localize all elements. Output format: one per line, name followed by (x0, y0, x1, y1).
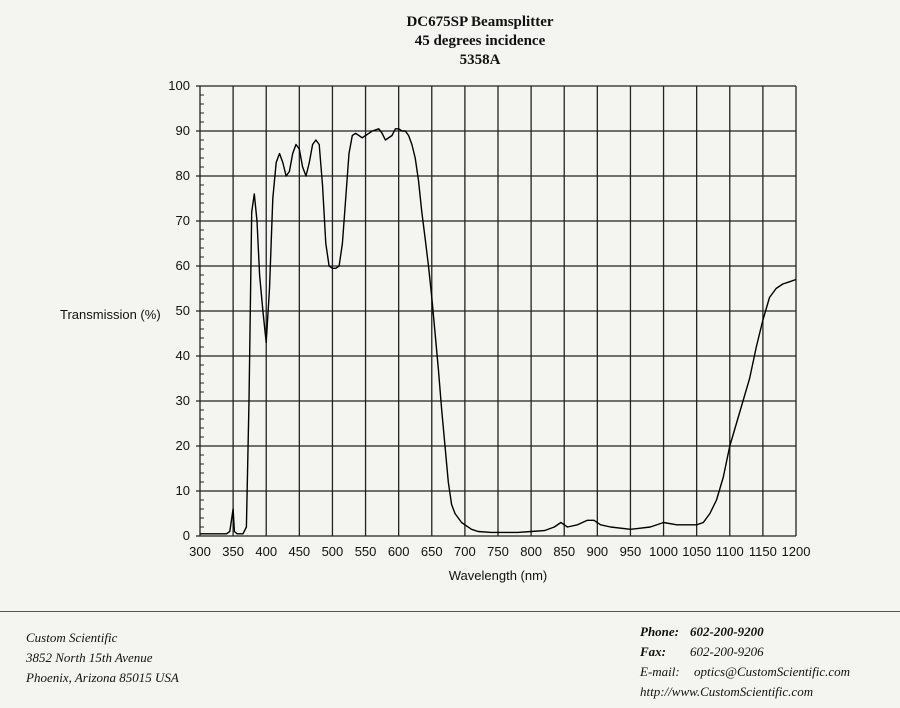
x-tick-label: 900 (586, 544, 608, 559)
tick-labels: 300 350 400 450 500 550 600 650 700 750 800 850 900 9… (168, 78, 810, 559)
phone-label: Phone: (640, 624, 679, 639)
email-value: optics@CustomScientific.com (694, 664, 851, 679)
transmission-series-line (200, 128, 797, 535)
x-tick-label: 1050 (682, 544, 711, 559)
grid (196, 85, 797, 537)
address-line-1: 3852 North 15th Avenue (26, 650, 153, 665)
x-tick-label: 950 (620, 544, 642, 559)
x-tick-label: 350 (222, 544, 244, 559)
x-tick-label: 300 (189, 544, 211, 559)
y-tick-label: 80 (176, 168, 190, 183)
y-tick-label: 50 (176, 303, 190, 318)
transmission-chart: 300 350 400 450 500 550 600 650 700 750 800 850 900 9… (60, 78, 810, 583)
x-tick-label: 800 (520, 544, 542, 559)
x-tick-label: 600 (388, 544, 410, 559)
x-tick-label: 1200 (782, 544, 811, 559)
x-tick-label: 1100 (716, 544, 744, 559)
y-tick-label: 100 (168, 78, 190, 93)
website-url[interactable]: http://www.CustomScientific.com (640, 684, 814, 699)
y-tick-label: 0 (183, 528, 190, 543)
y-tick-label: 70 (176, 213, 190, 228)
x-tick-label: 1150 (749, 544, 777, 559)
x-tick-label: 750 (487, 544, 509, 559)
x-axis-label: Wavelength (nm) (449, 568, 548, 583)
series (200, 128, 797, 535)
footer-divider (0, 611, 900, 612)
address-line-2: Phoenix, Arizona 85015 USA (26, 670, 179, 685)
phone-value: 602-200-9200 (690, 624, 764, 639)
company-name: Custom Scientific (26, 630, 118, 645)
fax-label: Fax: (640, 644, 666, 659)
chart-title-line-2: 45 degrees incidence (414, 33, 546, 49)
y-tick-label: 90 (176, 123, 190, 138)
chart-title-line-1: DC675SP Beamsplitter (406, 14, 554, 30)
x-tick-label: 850 (553, 544, 575, 559)
x-tick-label: 450 (288, 544, 310, 559)
y-tick-label: 20 (176, 438, 190, 453)
x-tick-label: 700 (454, 544, 476, 559)
y-tick-label: 30 (176, 393, 190, 408)
x-tick-label: 400 (255, 544, 277, 559)
chart-title-line-3: 5358A (459, 52, 501, 68)
email-label: E-mail: (640, 664, 680, 679)
y-tick-label: 60 (176, 258, 190, 273)
x-tick-label: 550 (355, 544, 377, 559)
y-tick-label: 40 (176, 348, 190, 363)
x-tick-label: 650 (421, 544, 443, 559)
y-tick-label: 10 (176, 483, 190, 498)
y-axis-label: Transmission (%) (60, 307, 161, 322)
x-tick-label: 1000 (649, 544, 678, 559)
fax-value: 602-200-9206 (690, 644, 764, 659)
x-tick-label: 500 (322, 544, 344, 559)
